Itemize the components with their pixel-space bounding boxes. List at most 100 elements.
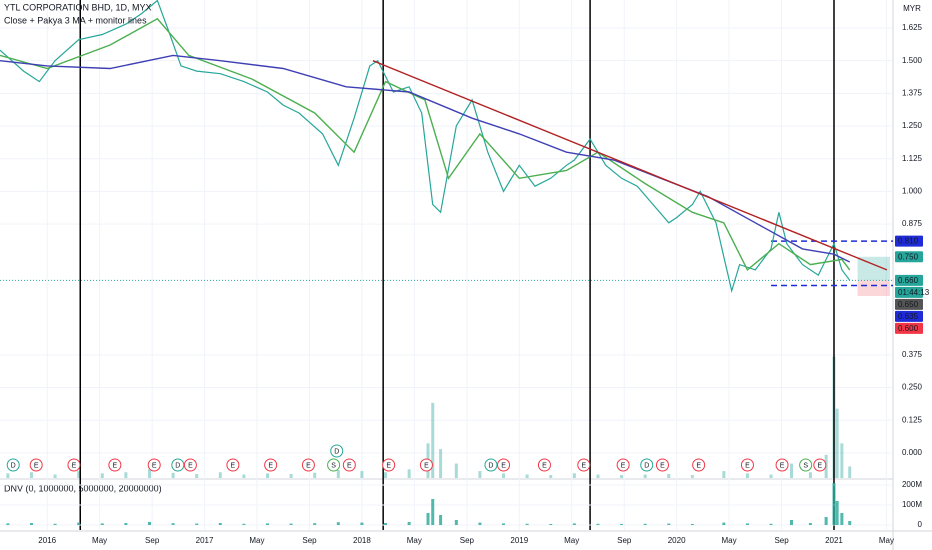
volume-bar <box>171 472 175 478</box>
dnv-bar <box>431 499 435 525</box>
event-label: E <box>152 462 157 469</box>
x-tick-label: May <box>407 536 422 545</box>
event-label: S <box>331 462 336 469</box>
dnv-bar <box>745 523 749 525</box>
x-tick-label: May <box>721 536 736 545</box>
volume-bar <box>596 474 600 478</box>
dnv-bar <box>53 523 57 525</box>
x-tick-label: 2019 <box>510 536 528 545</box>
dnv-bar <box>439 515 443 525</box>
volume-bar <box>848 466 852 478</box>
price-line <box>372 60 888 271</box>
price-tag-label: 0.650 <box>898 300 919 309</box>
x-tick-label: May <box>879 536 894 545</box>
y2-tick-label: 100M <box>902 500 922 509</box>
dnv-bar <box>266 523 270 525</box>
price-tag-label: 01:44:13 <box>898 288 930 297</box>
event-label: E <box>424 462 429 469</box>
volume-bar <box>840 443 844 478</box>
event-label: E <box>34 462 39 469</box>
event-label: E <box>581 462 586 469</box>
position-stop <box>857 280 890 297</box>
price-tag-label: 0.635 <box>898 312 919 321</box>
event-marker <box>147 458 161 472</box>
volume-bar <box>502 473 506 478</box>
dnv-bar <box>218 523 222 525</box>
event-marker <box>108 458 122 472</box>
dnv-bar <box>336 522 340 525</box>
event-label: E <box>386 462 391 469</box>
dnv-bar <box>667 523 671 525</box>
dnv-bar <box>289 523 293 525</box>
x-tick-label: Sep <box>617 536 632 545</box>
dnv-bar <box>808 523 812 525</box>
volume-bar <box>147 469 151 478</box>
x-tick-label: Sep <box>302 536 317 545</box>
indicator-label: DNV (0, 1000000, 5000000, 20000000) <box>4 483 162 493</box>
x-tick-label: Sep <box>145 536 160 545</box>
volume-bar <box>313 472 317 478</box>
x-tick-label: Sep <box>460 536 475 545</box>
event-marker <box>382 458 396 472</box>
volume-bar <box>384 472 388 478</box>
dnv-bar <box>478 522 482 525</box>
dnv-bar <box>147 522 151 525</box>
volume-bar <box>6 473 10 478</box>
x-tick-label: 2018 <box>353 536 371 545</box>
x-tick-label: May <box>92 536 107 545</box>
volume-bar <box>667 473 671 478</box>
dnv-bar <box>195 523 199 525</box>
volume-bar <box>525 474 529 478</box>
event-marker <box>327 458 341 472</box>
event-label: D <box>175 462 180 469</box>
dnv-bar <box>722 522 726 525</box>
volume-bar <box>242 474 246 478</box>
event-label: E <box>696 462 701 469</box>
event-label: E <box>745 462 750 469</box>
price-tag <box>895 322 923 334</box>
dnv-bar <box>502 523 506 525</box>
price-tag-label: 0.600 <box>898 324 919 333</box>
price-tag-label: 0.660 <box>898 276 919 285</box>
dnv-bar <box>620 524 624 525</box>
dnv-bar <box>769 523 773 525</box>
price-tag <box>895 274 923 286</box>
x-tick-label: 2021 <box>825 536 843 545</box>
dnv-bar <box>242 523 246 525</box>
volume-bar <box>266 473 270 478</box>
plot <box>0 0 893 530</box>
event-marker <box>799 458 813 472</box>
chart-title: YTL CORPORATION BHD, 1D, MYX <box>4 2 152 12</box>
dnv-bar <box>572 523 576 525</box>
event-label: E <box>501 462 506 469</box>
event-label: E <box>188 462 193 469</box>
event-marker <box>29 458 43 472</box>
dnv-bar <box>100 523 104 525</box>
dnv-bar <box>824 517 828 525</box>
dnv-bar <box>549 524 553 525</box>
dnv-bar <box>596 523 600 525</box>
volume-bar <box>643 474 647 478</box>
y-tick-label: 0.875 <box>902 219 923 228</box>
volume-bar <box>549 475 553 478</box>
price-tag <box>895 235 923 247</box>
event-marker <box>497 458 511 472</box>
price-tag <box>895 251 923 263</box>
x-tick-label: Sep <box>774 536 789 545</box>
event-marker <box>330 444 344 458</box>
dnv-bar <box>124 523 128 525</box>
price-tag-label: 0.810 <box>898 237 919 246</box>
event-marker <box>264 458 278 472</box>
dnv-bar <box>832 483 836 525</box>
dnv-bar <box>171 523 175 525</box>
volume-bar <box>790 463 794 478</box>
event-marker <box>740 458 754 472</box>
dnv-bar <box>360 522 364 525</box>
price-tag <box>895 298 923 310</box>
event-marker <box>301 458 315 472</box>
position-target <box>857 256 890 281</box>
y-tick-label: 1.625 <box>902 23 923 32</box>
y-tick-label: 1.375 <box>902 88 923 97</box>
dnv-bar <box>840 513 844 525</box>
